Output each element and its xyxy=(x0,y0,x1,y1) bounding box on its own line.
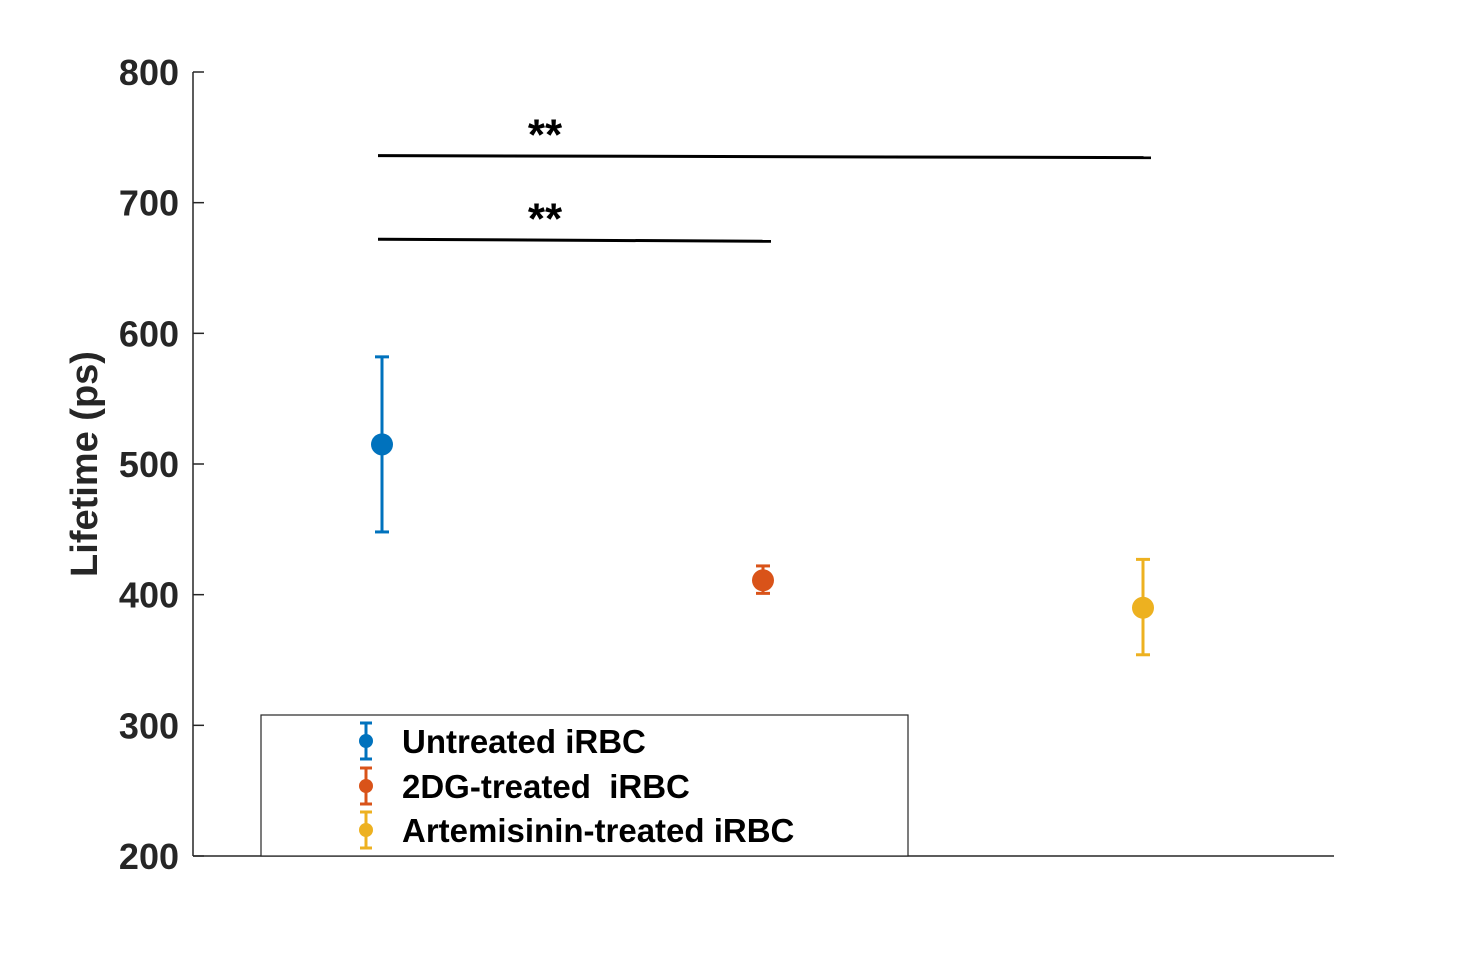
legend: Untreated iRBC 2DG-treated iRBC Artemisini… xyxy=(260,714,909,857)
series-point-group xyxy=(371,355,393,534)
series-point-group xyxy=(752,564,774,595)
y-tick-label: 200 xyxy=(119,836,179,877)
y-tick-label: 400 xyxy=(119,575,179,616)
data-point xyxy=(371,433,393,456)
legend-marker xyxy=(359,823,373,837)
legend-marker xyxy=(359,734,373,748)
significance-label: ** xyxy=(528,111,563,160)
legend-marker xyxy=(359,779,373,793)
data-point xyxy=(752,569,774,592)
y-tick-label: 500 xyxy=(119,444,179,485)
significance-bar xyxy=(377,154,1152,160)
legend-label: Untreated iRBC xyxy=(402,723,646,760)
series-point-group xyxy=(1132,557,1154,657)
significance-label: ** xyxy=(528,194,563,243)
significance-annotations: ** ** xyxy=(377,111,1152,243)
significance-bar xyxy=(377,237,772,243)
data-point xyxy=(1132,596,1154,619)
y-axis-title: Lifetime (ps) xyxy=(64,351,106,577)
legend-label: 2DG-treated iRBC xyxy=(402,768,690,805)
y-tick-label: 600 xyxy=(119,313,179,354)
y-axis: 200 300 400 500 600 700 800 xyxy=(119,52,204,877)
y-tick-label: 300 xyxy=(119,705,179,746)
y-tick-label: 800 xyxy=(119,52,179,93)
data-points xyxy=(371,355,1154,657)
legend-label: Artemisinin-treated iRBC xyxy=(402,812,794,849)
y-tick-label: 700 xyxy=(119,183,179,224)
